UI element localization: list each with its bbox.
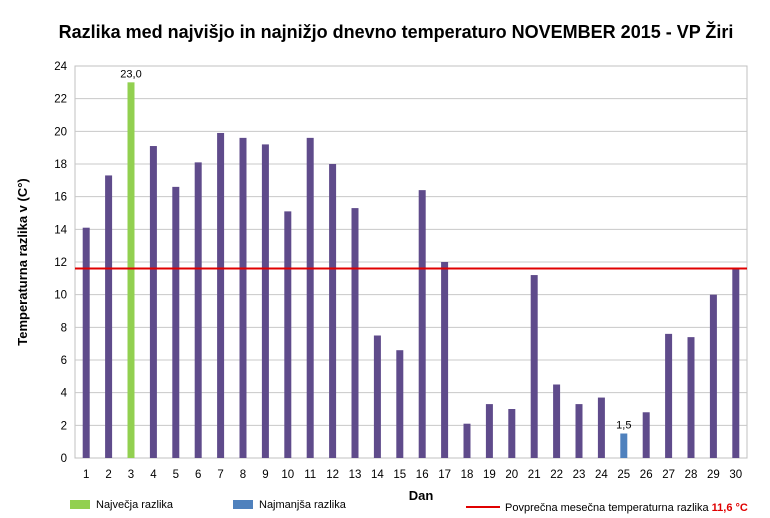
y-tick-label: 2 [61,420,67,432]
bar-day-9 [261,144,269,458]
y-tick-label: 10 [54,290,67,302]
x-tick-label: 28 [685,469,698,481]
legend-reference-label: Povprečna mesečna temperaturna razlika 1… [505,502,748,514]
x-tick-label: 22 [550,469,563,481]
bar-day-22 [553,384,561,458]
bar-day-4 [149,146,157,459]
x-tick-label: 1 [83,469,89,481]
x-tick-label: 18 [461,469,474,481]
bar-day-1 [82,227,90,458]
gridlines [75,98,747,426]
bar-day-5 [172,186,180,458]
x-tick-label: 30 [729,469,742,481]
x-tick-label: 23 [573,469,586,481]
bar-day-10 [284,211,292,458]
x-tick-label: 25 [617,469,630,481]
data-labels: 23,0 1,5 [120,68,631,431]
x-tick-label: 3 [128,469,134,481]
x-tick-label: 13 [349,469,362,481]
bars [82,82,740,459]
bar-day-18 [463,423,471,458]
x-tick-label: 2 [105,469,111,481]
y-tick-label: 18 [54,159,67,171]
legend-min-label: Najmanjša razlika [259,499,347,511]
y-tick-label: 22 [54,94,67,106]
x-tick-label: 24 [595,469,608,481]
x-tick-label: 16 [416,469,429,481]
x-tick-label: 19 [483,469,496,481]
bar-day-17 [441,262,449,458]
y-tick-label: 6 [61,355,67,367]
x-tick-label: 12 [326,469,339,481]
x-tick-label: 29 [707,469,720,481]
x-tick-label: 4 [150,469,157,481]
x-tick-label: 9 [262,469,268,481]
bar-day-28 [687,337,695,458]
y-tick-label: 14 [54,224,67,236]
x-tick-label: 11 [304,469,316,481]
bar-day-30 [732,268,740,458]
x-tick-label: 15 [393,469,406,481]
bar-day-21 [530,275,538,458]
x-tick-label: 20 [505,469,518,481]
y-tick-label: 8 [61,322,67,334]
bar-day-12 [329,164,337,458]
bar-day-26 [642,412,650,458]
bar-day-29 [709,294,717,458]
bar-day-8 [239,137,247,458]
data-label: 1,5 [616,420,631,432]
legend-max-swatch [70,500,90,509]
y-tick-label: 24 [54,61,67,73]
x-tick-labels: 1 2 3 4 5 6 7 8 9 10 11 12 13 14 15 16 17 18 19 20 21 22 23 24 2… [83,469,742,481]
bar-day-14 [373,335,381,458]
bar-day-3 [127,82,135,458]
x-tick-label: 17 [438,469,451,481]
bar-day-2 [105,175,113,458]
x-tick-label: 21 [528,469,541,481]
data-label: 23,0 [120,68,141,80]
x-axis-title: Dan [409,488,434,503]
bar-day-16 [418,190,426,458]
y-tick-label: 20 [54,126,67,138]
y-tick-label: 0 [61,453,67,465]
bar-day-24 [597,397,605,458]
bar-day-27 [665,333,673,458]
x-tick-label: 7 [217,469,223,481]
x-tick-label: 8 [240,469,246,481]
bar-day-25 [620,433,628,458]
legend: Največja razlika Najmanjša razlika Povpr… [70,499,748,514]
y-tick-label: 4 [61,388,68,400]
legend-max-label: Največja razlika [96,499,174,511]
x-tick-label: 6 [195,469,201,481]
x-tick-label: 14 [371,469,384,481]
bar-day-19 [485,404,493,458]
x-tick-label: 10 [281,469,294,481]
chart-title: Razlika med najvišjo in najnižjo dnevno … [59,21,734,42]
x-tick-label: 5 [173,469,179,481]
bar-day-20 [508,409,516,458]
bar-day-15 [396,350,404,458]
bar-day-23 [575,404,583,458]
bar-day-13 [351,208,359,458]
bar-day-6 [194,162,202,458]
y-axis-title: Temperaturna razlika v (C°) [15,178,30,346]
x-tick-label: 27 [662,469,675,481]
bar-day-11 [306,137,314,458]
y-tick-label: 12 [54,257,67,269]
legend-min-swatch [233,500,253,509]
x-tick-label: 26 [640,469,653,481]
bar-day-7 [217,132,225,458]
y-tick-label: 16 [54,192,67,204]
